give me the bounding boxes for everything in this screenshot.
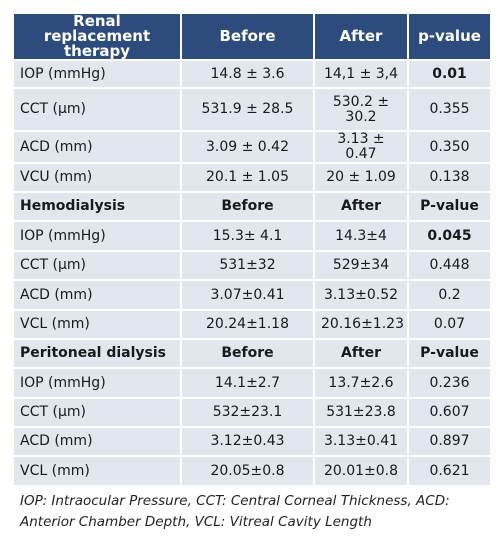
cell: 0.01 (407, 59, 492, 89)
header-row: Renal replacement therapy Before After p… (12, 12, 492, 61)
cell: IOP (mmHg) (12, 59, 182, 89)
cell: 0.448 (407, 250, 492, 281)
header-cell: p-value (407, 12, 492, 61)
cell: 530.2 ± 30.2 (313, 87, 409, 132)
cell: 20.1 ± 1.05 (180, 162, 315, 193)
data-row: ACD (mm) 3.09 ± 0.42 3.13 ± 0.47 0.350 (12, 130, 492, 164)
cell: VCL (mm) (12, 309, 182, 340)
cell: 14.3±4 (313, 220, 409, 252)
cell: 20.16±1.23 (313, 309, 409, 340)
data-row: CCT (µm) 531.9 ± 28.5 530.2 ± 30.2 0.355 (12, 87, 492, 132)
cell: P-value (407, 338, 492, 369)
data-row: IOP (mmHg) 15.3± 4.1 14.3±4 0.045 (12, 220, 492, 252)
table-body: IOP (mmHg) 14.8 ± 3.6 14,1 ± 3,4 0.01 CCT (µ… (12, 59, 492, 487)
cell: 531±23.8 (313, 397, 409, 428)
cell: 3.12±0.43 (180, 426, 315, 457)
cell: Before (180, 338, 315, 369)
data-row: IOP (mmHg) 14.8 ± 3.6 14,1 ± 3,4 0.01 (12, 59, 492, 89)
cell: 0.350 (407, 130, 492, 164)
cell: P-value (407, 191, 492, 222)
data-row: ACD (mm) 3.07±0.41 3.13±0.52 0.2 (12, 279, 492, 311)
cell: 0.621 (407, 455, 492, 487)
cell: 3.07±0.41 (180, 279, 315, 311)
cell: ACD (mm) (12, 279, 182, 311)
cell: 15.3± 4.1 (180, 220, 315, 252)
cell: CCT (µm) (12, 397, 182, 428)
cell: After (313, 191, 409, 222)
cell: 0.138 (407, 162, 492, 193)
data-row: ACD (mm) 3.12±0.43 3.13±0.41 0.897 (12, 426, 492, 457)
footnote: IOP: Intraocular Pressure, CCT: Central … (20, 493, 450, 530)
cell: VCL (mm) (12, 455, 182, 487)
data-row: CCT (µm) 532±23.1 531±23.8 0.607 (12, 397, 492, 428)
cell: 20 ± 1.09 (313, 162, 409, 193)
cell: 532±23.1 (180, 397, 315, 428)
cell: 0.07 (407, 309, 492, 340)
cell: Before (180, 191, 315, 222)
cell: 0.897 (407, 426, 492, 457)
data-row: CCT (µm) 531±32 529±34 0.448 (12, 250, 492, 281)
cell: 20.05±0.8 (180, 455, 315, 487)
cell: ACD (mm) (12, 130, 182, 164)
cell: 0.236 (407, 367, 492, 399)
header-cell: Before (180, 12, 315, 61)
cell: 531.9 ± 28.5 (180, 87, 315, 132)
cell: Peritoneal dialysis (12, 338, 182, 369)
cell: IOP (mmHg) (12, 367, 182, 399)
cell: 13.7±2.6 (313, 367, 409, 399)
cell: 14.1±2.7 (180, 367, 315, 399)
header-cell: Renal replacement therapy (12, 12, 182, 61)
section-row: Peritoneal dialysis Before After P-value (12, 338, 492, 369)
data-row: VCL (mm) 20.05±0.8 20.01±0.8 0.621 (12, 455, 492, 487)
table: Renal replacement therapy Before After p… (12, 12, 492, 487)
data-row: VCL (mm) 20.24±1.18 20.16±1.23 0.07 (12, 309, 492, 340)
cell: 0.2 (407, 279, 492, 311)
header-cell: After (313, 12, 409, 61)
cell: 3.09 ± 0.42 (180, 130, 315, 164)
cell: 14.8 ± 3.6 (180, 59, 315, 89)
cell: ACD (mm) (12, 426, 182, 457)
cell: VCU (mm) (12, 162, 182, 193)
data-row: VCU (mm) 20.1 ± 1.05 20 ± 1.09 0.138 (12, 162, 492, 193)
cell: 0.045 (407, 220, 492, 252)
cell: 20.01±0.8 (313, 455, 409, 487)
section-row: Hemodialysis Before After P-value (12, 191, 492, 222)
table-container: Renal replacement therapy Before After p… (12, 12, 492, 487)
cell: 3.13±0.41 (313, 426, 409, 457)
cell: IOP (mmHg) (12, 220, 182, 252)
cell: CCT (µm) (12, 250, 182, 281)
cell: After (313, 338, 409, 369)
cell: 14,1 ± 3,4 (313, 59, 409, 89)
cell: Hemodialysis (12, 191, 182, 222)
cell: 20.24±1.18 (180, 309, 315, 340)
cell: 3.13±0.52 (313, 279, 409, 311)
cell: 0.355 (407, 87, 492, 132)
cell: 0.607 (407, 397, 492, 428)
cell: 531±32 (180, 250, 315, 281)
cell: 529±34 (313, 250, 409, 281)
cell: CCT (µm) (12, 87, 182, 132)
data-row: IOP (mmHg) 14.1±2.7 13.7±2.6 0.236 (12, 367, 492, 399)
cell: 3.13 ± 0.47 (313, 130, 409, 164)
